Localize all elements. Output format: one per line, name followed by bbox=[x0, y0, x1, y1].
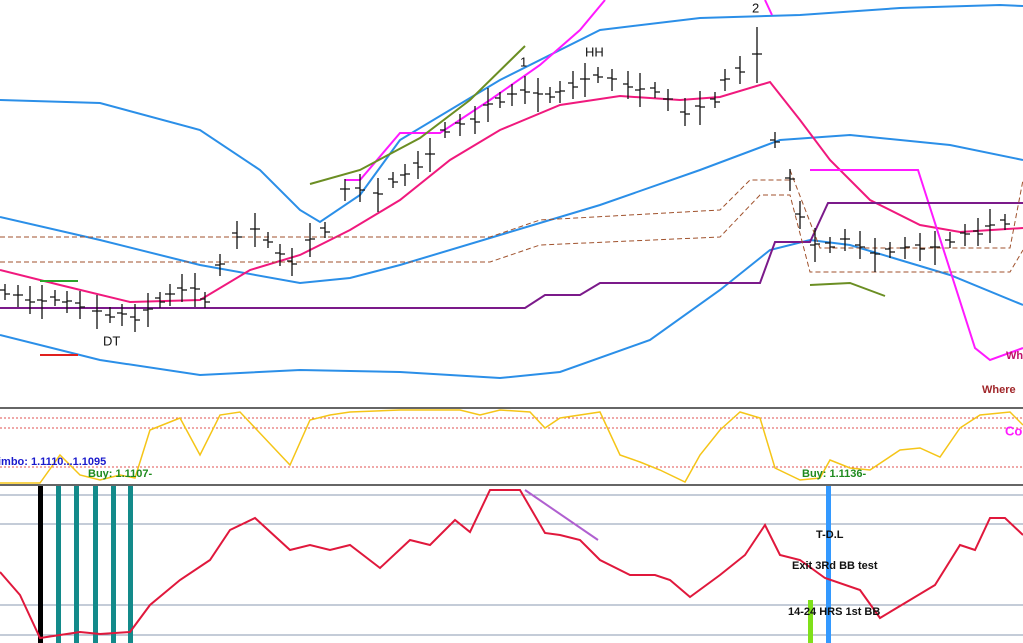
support-line bbox=[0, 202, 1023, 309]
signal-bar bbox=[56, 486, 61, 643]
price-bar bbox=[0, 27, 1010, 332]
trend-line bbox=[309, 45, 526, 185]
signal-bar bbox=[111, 486, 116, 643]
signal-bar bbox=[93, 486, 98, 643]
bb-middle bbox=[0, 133, 1023, 285]
annotation: T-D.L bbox=[816, 529, 844, 541]
annotation: HH bbox=[585, 44, 604, 59]
momentum-line bbox=[0, 489, 1023, 640]
bb-upper bbox=[0, 3, 1023, 224]
step-line bbox=[345, 0, 606, 181]
annotation: Wh bbox=[1006, 350, 1023, 362]
moving-average bbox=[0, 80, 1023, 304]
annotation: 1 bbox=[520, 54, 527, 69]
trend-line bbox=[809, 281, 886, 297]
signal-bar bbox=[38, 486, 43, 643]
annotation: 14-24 HRS 1st BB bbox=[788, 606, 880, 618]
step-line bbox=[764, 0, 773, 16]
annotation: Buy: 1.1107- bbox=[88, 468, 153, 480]
annotation: DT bbox=[103, 333, 120, 348]
annotation: imbo: 1.1110...1.1095 bbox=[0, 456, 106, 468]
step-line bbox=[810, 169, 1023, 362]
annotation: Buy: 1.1136- bbox=[802, 468, 867, 480]
dashed-level bbox=[0, 179, 790, 238]
annotation: Co bbox=[1005, 423, 1022, 438]
annotation: Where bbox=[982, 384, 1016, 396]
signal-bar bbox=[74, 486, 79, 643]
dashed-level bbox=[789, 169, 1023, 249]
signal-bar bbox=[128, 486, 133, 643]
divergence-line bbox=[524, 489, 599, 541]
dashed-level bbox=[0, 194, 1023, 273]
annotation: 2 bbox=[752, 0, 759, 15]
price-bars bbox=[0, 27, 1010, 332]
bb-lower bbox=[0, 238, 1023, 380]
annotation: Exit 3Rd BB test bbox=[792, 560, 878, 572]
signal-bar bbox=[808, 600, 813, 643]
oscillator bbox=[0, 409, 1023, 484]
signal-bar bbox=[826, 486, 831, 643]
